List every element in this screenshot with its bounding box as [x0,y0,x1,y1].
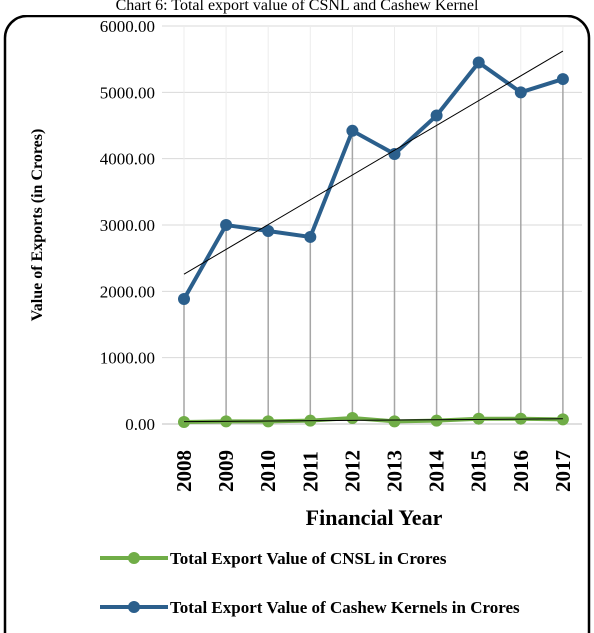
y-tick-label: 2000.00 [100,282,155,301]
y-tick-label: 1000.00 [100,349,155,368]
y-axis-title: Value of Exports (in Crores) [29,129,46,322]
point [304,230,317,243]
trendline [183,418,563,423]
trendline [183,50,564,275]
point [178,416,190,429]
point [220,219,233,231]
y-tick-label: 6000.00 [100,17,155,36]
point [430,414,443,427]
x-tick-label: 2015 [467,450,491,492]
point [472,412,485,425]
legend-marker [128,552,140,564]
legend-entry: Total Export Value of Cashew Kernels in … [170,598,520,617]
point [178,292,190,305]
y-tick-label: 5000.00 [100,83,155,102]
x-tick-label: 2009 [214,450,238,492]
point [556,73,569,86]
x-tick-label: 2011 [298,451,322,492]
chart-title: Chart 6: Total export value of CSNL and … [116,0,479,14]
point [472,56,485,69]
x-tick-label: 2008 [172,450,196,492]
y-tick-label: 0.00 [125,415,155,434]
x-tick-label: 2017 [551,450,575,492]
x-tick-label: 2010 [256,450,280,492]
x-tick-label: 2016 [509,450,533,492]
series-line [182,59,564,300]
point [388,148,401,161]
x-tick-label: 2013 [383,450,407,492]
frame [3,14,591,633]
x-tick-label: 2012 [340,450,364,492]
point [346,124,359,137]
point [430,109,443,122]
point [346,412,359,425]
title-bg [0,0,594,15]
legend-entry: Total Export Value of CNSL in Crores [170,549,447,568]
x-tick-label: 2014 [425,450,449,493]
plot: 0.00 1000.00 2000.00 3000.00 4000.00 5000.00 6… [100,17,582,492]
legend-marker [128,601,140,613]
point [514,86,527,99]
point [388,415,401,428]
y-tick-label: 3000.00 [100,216,155,235]
point [262,224,275,237]
y-tick-label: 4000.00 [100,150,155,169]
point [556,413,569,426]
x-axis-title: Financial Year [306,505,443,530]
